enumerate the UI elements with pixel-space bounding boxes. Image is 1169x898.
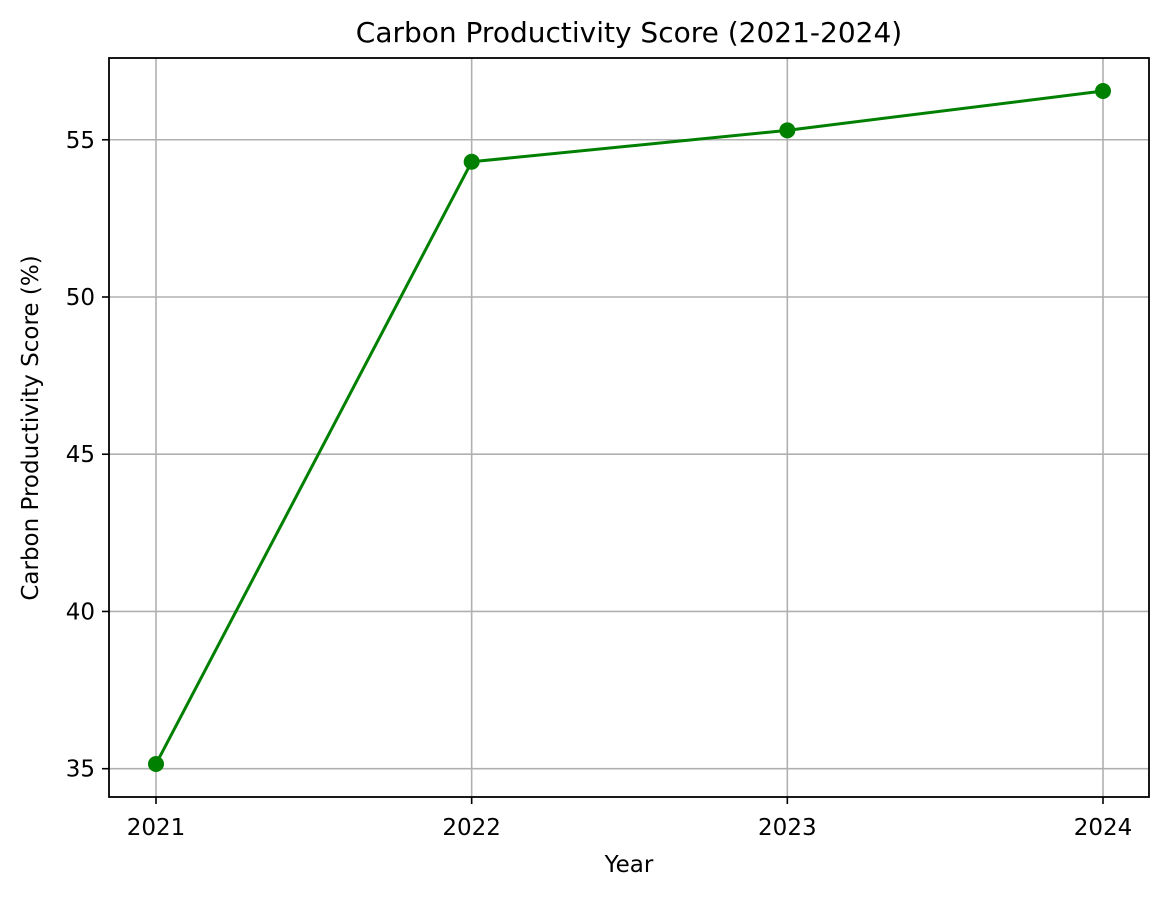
data-point (1095, 83, 1111, 100)
plot-frame (108, 57, 1150, 798)
data-point (463, 153, 480, 170)
y-axis-label: Carbon Productivity Score (%) (18, 255, 44, 600)
x-tick-label: 2024 (1074, 815, 1133, 841)
series-line (154, 89, 1104, 765)
x-tick-label: 2022 (442, 815, 501, 841)
y-tick-label: 55 (66, 128, 95, 154)
grid (109, 58, 1149, 797)
x-axis-label: Year (604, 852, 654, 878)
y-tick-label: 40 (66, 599, 95, 625)
tick-layer: 2021 2022 2023 2024 35 40 45 50 55 (66, 128, 1133, 841)
x-tick-label: 2021 (127, 815, 186, 841)
data-point (148, 755, 164, 772)
x-tick-label: 2023 (758, 815, 817, 841)
y-tick-label: 35 (66, 757, 95, 783)
data-point (779, 122, 796, 139)
chart-title: Carbon Productivity Score (2021-2024) (356, 16, 902, 49)
series-layer (148, 83, 1111, 772)
y-tick-label: 50 (66, 285, 95, 311)
y-tick-label: 45 (66, 442, 95, 468)
